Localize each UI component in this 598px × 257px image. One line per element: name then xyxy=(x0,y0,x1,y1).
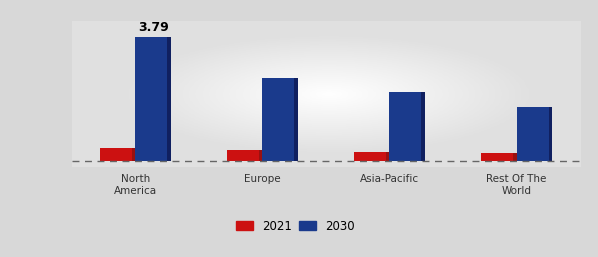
Bar xyxy=(354,152,389,161)
Bar xyxy=(227,150,263,161)
Bar xyxy=(481,153,517,161)
Bar xyxy=(132,148,135,161)
Bar xyxy=(135,37,171,161)
Bar xyxy=(100,148,135,161)
Bar xyxy=(513,153,517,161)
Bar xyxy=(517,107,552,161)
Bar xyxy=(548,107,552,161)
Bar xyxy=(386,152,389,161)
Bar xyxy=(389,93,425,161)
Bar xyxy=(259,150,263,161)
Bar xyxy=(167,37,171,161)
Text: 3.79: 3.79 xyxy=(138,21,169,34)
Bar xyxy=(294,78,298,161)
Bar xyxy=(263,78,298,161)
Legend: 2021, 2030: 2021, 2030 xyxy=(231,215,359,237)
Bar xyxy=(422,93,425,161)
